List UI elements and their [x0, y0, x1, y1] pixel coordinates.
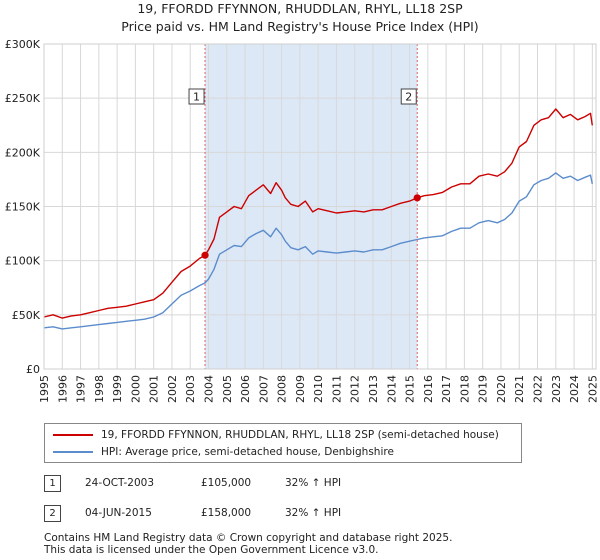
x-tick-label: 1995 — [38, 375, 51, 403]
transaction-date: 24-OCT-2003 — [85, 477, 154, 489]
legend: 19, FFORDD FFYNNON, RHUDDLAN, RHYL, LL18… — [44, 423, 522, 463]
x-tick-label: 2014 — [385, 375, 398, 403]
x-tick-label: 2009 — [294, 375, 307, 403]
x-tick-label: 2001 — [148, 375, 161, 403]
x-tick-label: 2004 — [203, 375, 216, 403]
x-tick-label: 2005 — [221, 375, 234, 403]
legend-item-property: 19, FFORDD FFYNNON, RHUDDLAN, RHYL, LL18… — [53, 427, 499, 443]
price-chart: 1 2 £0 £50K £100K £150K £200K £250K £300K 1995 19… — [5, 38, 600, 403]
legend-item-hpi: HPI: Average price, semi-detached house,… — [53, 444, 394, 460]
transaction-date: 04-JUN-2015 — [85, 507, 152, 519]
footer-line-1: Contains HM Land Registry data © Crown c… — [44, 532, 453, 544]
y-tick-label: £50K — [12, 309, 41, 322]
y-tick-label: £250K — [5, 92, 41, 105]
series-line — [43, 172, 593, 330]
footer: Contains HM Land Registry data © Crown c… — [44, 532, 452, 556]
x-tick-label: 1999 — [111, 375, 124, 403]
y-tick-label: £200K — [5, 146, 41, 159]
transaction-point — [413, 194, 421, 202]
transaction-marker-label: 2 — [405, 91, 412, 104]
x-tick-label: 2021 — [513, 375, 526, 403]
x-tick-label: 2025 — [586, 375, 599, 403]
x-tick-label: 2008 — [276, 375, 289, 403]
y-tick-label: £150K — [5, 201, 41, 214]
legend-swatch-property — [53, 434, 93, 436]
series-line — [43, 108, 593, 319]
x-tick-label: 2011 — [330, 375, 343, 403]
x-tick-label: 2023 — [550, 375, 563, 403]
x-tick-label: 2010 — [312, 375, 325, 403]
x-tick-label: 1996 — [56, 375, 69, 403]
legend-label-hpi: HPI: Average price, semi-detached house,… — [101, 446, 394, 458]
x-tick-label: 2017 — [440, 375, 453, 403]
title-line-1: 19, FFORDD FFYNNON, RHUDDLAN, RHYL, LL18… — [137, 1, 463, 16]
transaction-hpi: 32% ↑ HPI — [285, 507, 342, 519]
title-line-2: Price paid vs. HM Land Registry's House … — [121, 19, 479, 34]
transaction-badge: 2 — [44, 504, 61, 522]
x-tick-label: 2018 — [458, 375, 471, 403]
transaction-marker-box — [188, 88, 205, 105]
transaction-point — [201, 251, 209, 259]
x-tick-label: 2012 — [349, 375, 362, 403]
transaction-price: £158,000 — [201, 507, 252, 519]
x-tick-label: 2013 — [367, 375, 380, 403]
legend-label-property: 19, FFORDD FFYNNON, RHUDDLAN, RHYL, LL18… — [101, 429, 499, 441]
chart-title: 19, FFORDD FFYNNON, RHUDDLAN, RHYL, LL18… — [0, 0, 600, 36]
transaction-marker-label: 1 — [193, 91, 200, 104]
y-tick-label: £100K — [5, 255, 41, 268]
x-tick-label: 2022 — [532, 375, 545, 403]
transaction-price: £105,000 — [201, 477, 252, 489]
x-tick-label: 2024 — [568, 375, 581, 403]
transaction-row-1: 1 24-OCT-2003 £105,000 32% ↑ HPI — [44, 474, 341, 492]
x-tick-label: 2015 — [404, 375, 417, 403]
y-tick-label: £0 — [26, 363, 40, 376]
x-tick-label: 2016 — [422, 375, 435, 403]
x-tick-label: 2020 — [495, 375, 508, 403]
footer-line-2: This data is licensed under the Open Gov… — [44, 544, 379, 556]
x-tick-label: 2019 — [477, 375, 490, 403]
y-tick-label: £300K — [5, 38, 41, 51]
x-tick-label: 1998 — [93, 375, 106, 403]
plot-frame — [43, 43, 597, 370]
legend-swatch-hpi — [53, 451, 93, 453]
x-tick-label: 2003 — [184, 375, 197, 403]
transaction-marker-box — [400, 88, 417, 105]
x-tick-label: 1997 — [75, 375, 88, 403]
x-tick-label: 2002 — [166, 375, 179, 403]
transaction-hpi: 32% ↑ HPI — [285, 477, 342, 489]
x-tick-label: 2000 — [129, 375, 142, 403]
x-tick-label: 2007 — [257, 375, 270, 403]
x-tick-label: 2006 — [239, 375, 252, 403]
transaction-badge: 1 — [44, 474, 61, 492]
transaction-row-2: 2 04-JUN-2015 £158,000 32% ↑ HPI — [44, 504, 341, 522]
